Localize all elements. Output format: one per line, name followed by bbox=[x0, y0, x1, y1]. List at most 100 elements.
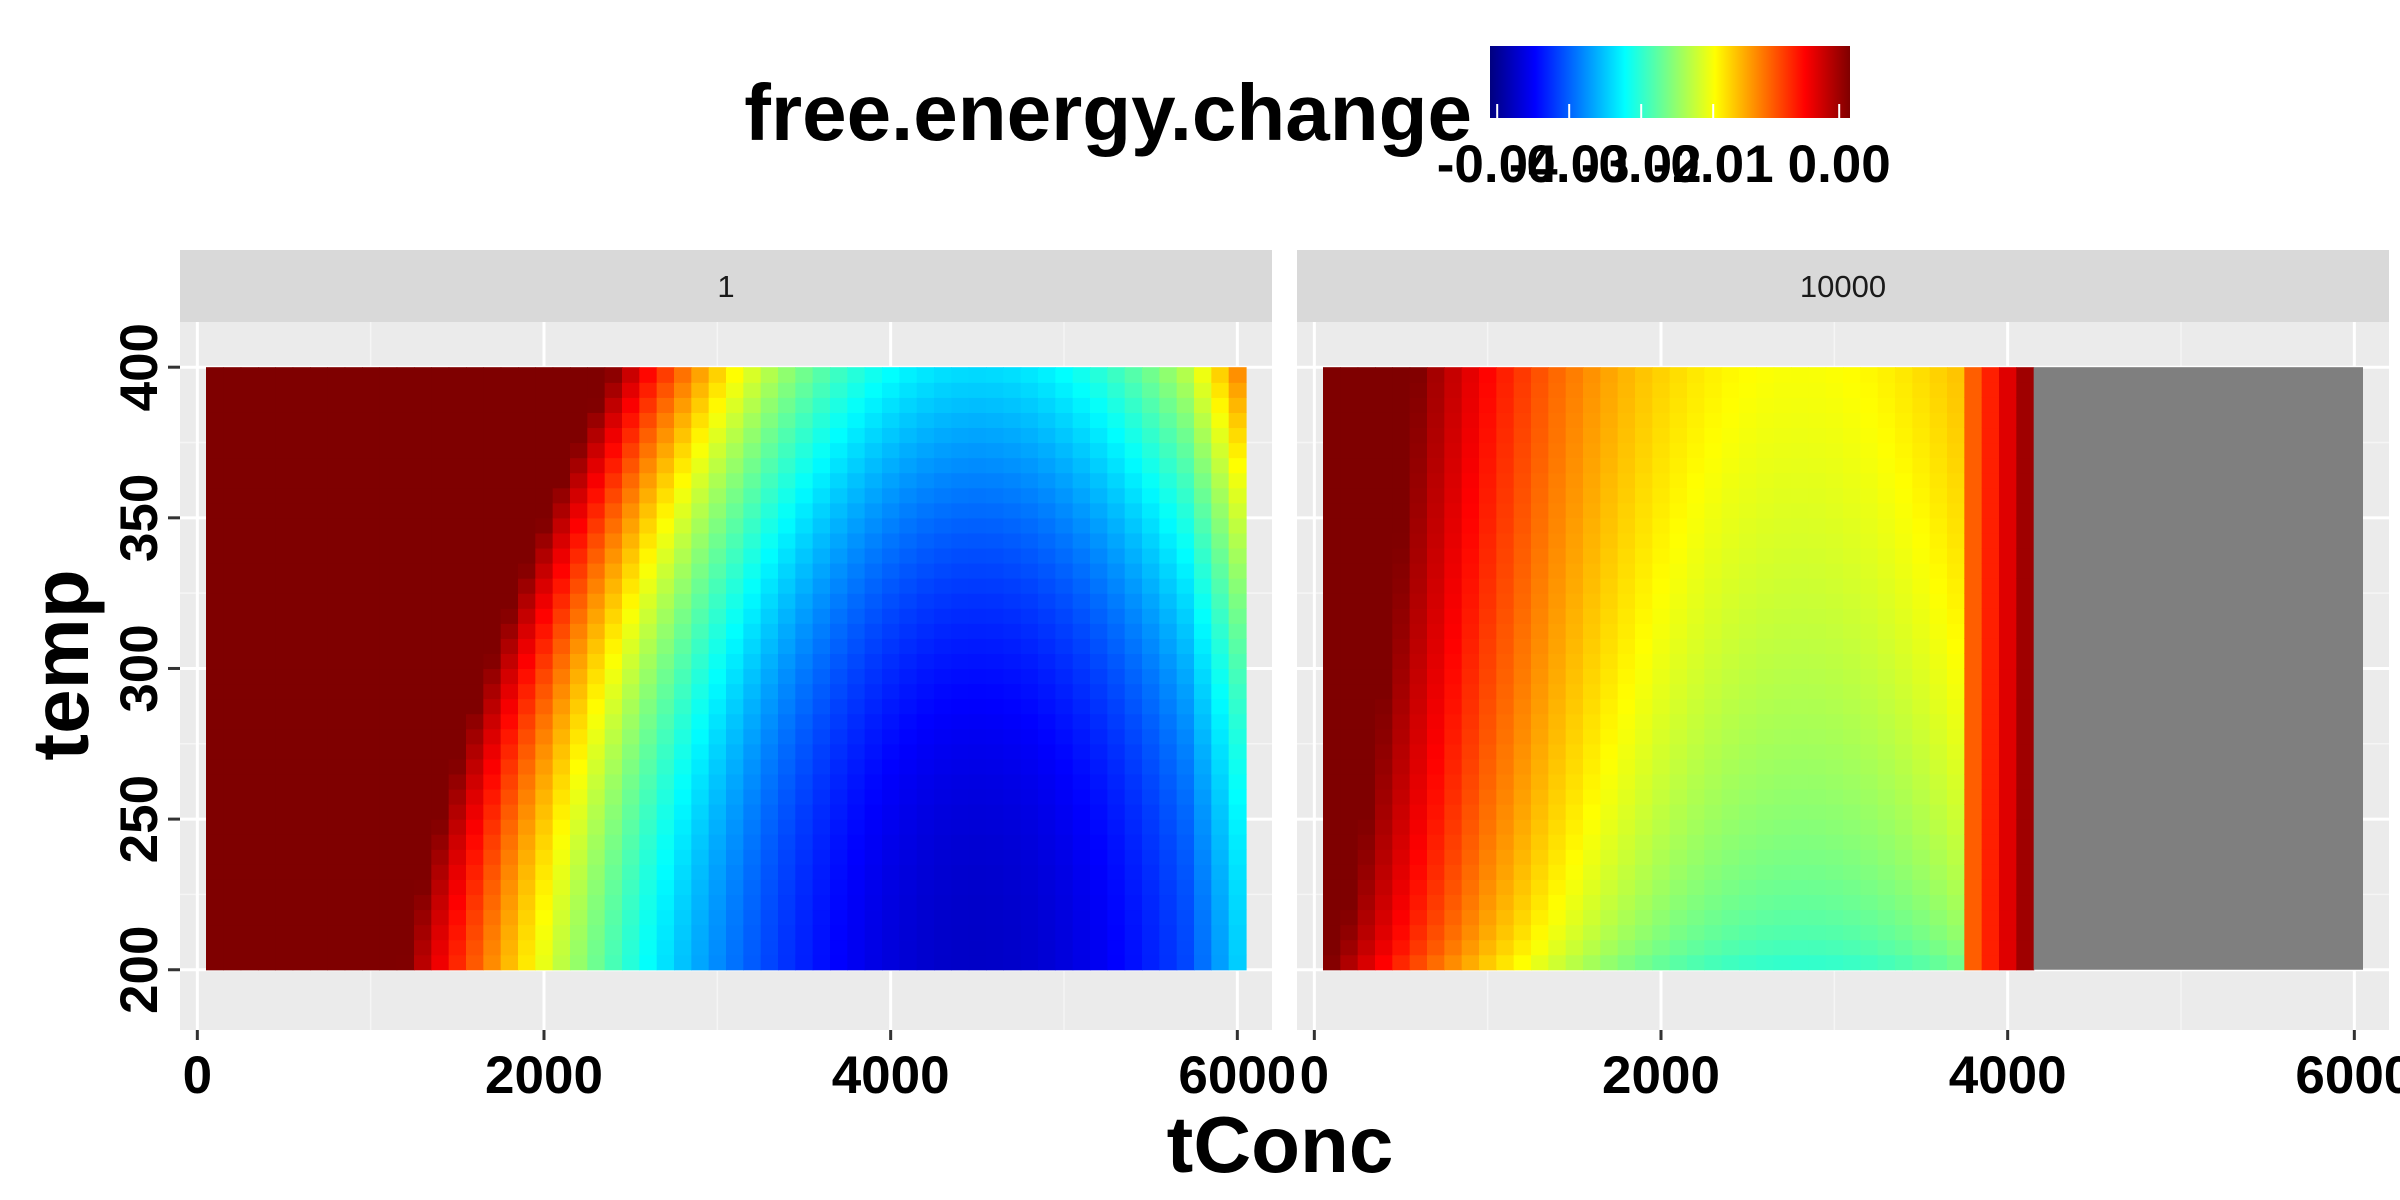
x-tick-label: 2000 bbox=[485, 1046, 603, 1105]
heatmap-cell bbox=[708, 472, 727, 489]
heatmap-cell bbox=[1756, 593, 1775, 609]
heatmap-cell bbox=[483, 412, 502, 429]
heatmap-cell bbox=[847, 743, 866, 760]
heatmap-cell bbox=[864, 909, 883, 926]
heatmap-cell bbox=[656, 563, 675, 579]
heatmap-cell bbox=[1020, 698, 1039, 715]
heatmap-cell bbox=[1981, 849, 2000, 865]
heatmap-cell bbox=[1375, 563, 1393, 579]
heatmap-cell bbox=[1981, 713, 2000, 730]
heatmap-cell bbox=[1687, 563, 1705, 579]
heatmap-cell bbox=[1072, 638, 1091, 654]
heatmap-cell bbox=[1211, 532, 1230, 549]
heatmap-cell bbox=[1479, 939, 1497, 956]
heatmap-cell bbox=[552, 472, 571, 489]
heatmap-cell bbox=[760, 653, 779, 670]
heatmap-cell bbox=[344, 819, 363, 835]
heatmap-cell bbox=[1929, 728, 1948, 745]
heatmap-cell bbox=[1947, 608, 1965, 624]
heatmap-cell bbox=[1773, 909, 1792, 926]
heatmap-cell bbox=[622, 909, 640, 926]
heatmap-cell bbox=[1228, 864, 1247, 880]
heatmap-cell bbox=[639, 623, 658, 639]
heatmap-cell bbox=[500, 773, 519, 790]
heatmap-cell bbox=[1055, 728, 1074, 745]
heatmap-cell bbox=[535, 623, 554, 639]
heatmap-cell bbox=[1038, 804, 1056, 820]
heatmap-cell bbox=[639, 758, 658, 775]
heatmap-cell bbox=[708, 743, 727, 760]
heatmap-cell bbox=[1687, 623, 1705, 639]
heatmap-cell bbox=[206, 532, 224, 549]
heatmap-cell bbox=[275, 819, 294, 835]
heatmap-cell bbox=[587, 909, 606, 926]
heatmap-cell bbox=[1357, 487, 1376, 504]
y-tick-label: 350 bbox=[110, 474, 169, 562]
heatmap-cell bbox=[864, 698, 883, 715]
heatmap-cell bbox=[795, 412, 814, 429]
heatmap-cell bbox=[1808, 713, 1827, 730]
heatmap-cell bbox=[1228, 593, 1247, 609]
heatmap-cell bbox=[1159, 578, 1178, 594]
heatmap-cell bbox=[1843, 954, 1861, 971]
heatmap-cell bbox=[604, 397, 623, 413]
heatmap-cell bbox=[1142, 623, 1160, 639]
heatmap-cell bbox=[344, 653, 363, 670]
heatmap-cell bbox=[1392, 367, 1411, 383]
heatmap-cell bbox=[951, 713, 970, 730]
heatmap-cell bbox=[362, 924, 380, 941]
heatmap-cell bbox=[691, 487, 710, 504]
heatmap-cell bbox=[1808, 939, 1827, 956]
heatmap-cell bbox=[414, 593, 432, 609]
heatmap-cell bbox=[778, 728, 796, 745]
heatmap-cell bbox=[1427, 608, 1445, 624]
heatmap-cell bbox=[726, 713, 744, 730]
heatmap-cell bbox=[1531, 427, 1549, 444]
heatmap-cell bbox=[1669, 819, 1688, 835]
heatmap-cell bbox=[864, 804, 883, 820]
heatmap-cell bbox=[1340, 532, 1359, 549]
heatmap-cell bbox=[622, 864, 640, 880]
heatmap-cell bbox=[1739, 547, 1757, 564]
heatmap-cell bbox=[1194, 804, 1212, 820]
heatmap-cell bbox=[1704, 472, 1723, 489]
heatmap-cell bbox=[240, 683, 259, 700]
heatmap-cell bbox=[570, 427, 588, 444]
heatmap-cell bbox=[1340, 427, 1359, 444]
heatmap-cell bbox=[1739, 743, 1757, 760]
heatmap-cell bbox=[1124, 502, 1143, 519]
heatmap-cell bbox=[396, 427, 415, 444]
heatmap-cell bbox=[1020, 909, 1039, 926]
heatmap-cell bbox=[448, 758, 467, 775]
heatmap-cell bbox=[223, 939, 242, 956]
heatmap-cell bbox=[1877, 623, 1896, 639]
heatmap-cell bbox=[292, 412, 311, 429]
heatmap-cell bbox=[2016, 442, 2035, 459]
heatmap-cell bbox=[1791, 819, 1809, 835]
heatmap-cell bbox=[812, 382, 831, 398]
heatmap-cell bbox=[708, 442, 727, 459]
heatmap-cell bbox=[587, 563, 606, 579]
heatmap-cell bbox=[1721, 743, 1740, 760]
heatmap-cell bbox=[518, 728, 536, 745]
heatmap-cell bbox=[795, 924, 814, 941]
heatmap-cell bbox=[1808, 412, 1827, 429]
heatmap-cell bbox=[344, 547, 363, 564]
heatmap-cell bbox=[986, 864, 1004, 880]
heatmap-cell bbox=[760, 412, 779, 429]
heatmap-cell bbox=[1409, 849, 1428, 865]
heatmap-cell bbox=[951, 909, 970, 926]
heatmap-cell bbox=[778, 743, 796, 760]
heatmap-cell bbox=[1340, 653, 1359, 670]
heatmap-cell bbox=[414, 578, 432, 594]
heatmap-cell bbox=[240, 578, 259, 594]
heatmap-cell bbox=[830, 427, 848, 444]
heatmap-cell bbox=[1877, 367, 1896, 383]
heatmap-cell bbox=[1929, 427, 1948, 444]
heatmap-cell bbox=[795, 954, 814, 971]
heatmap-cell bbox=[1964, 457, 1983, 474]
heatmap-cell bbox=[1357, 382, 1376, 398]
heatmap-cell bbox=[1531, 819, 1549, 835]
heatmap-cell bbox=[778, 894, 796, 911]
